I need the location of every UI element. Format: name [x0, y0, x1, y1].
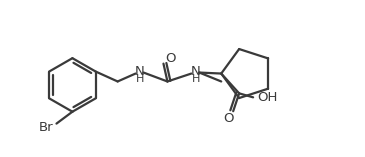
Text: H: H	[192, 73, 200, 84]
Text: N: N	[135, 65, 145, 78]
Text: Br: Br	[39, 121, 54, 134]
Text: O: O	[165, 52, 176, 65]
Text: O: O	[223, 112, 234, 125]
Text: OH: OH	[257, 91, 277, 104]
Text: N: N	[191, 65, 200, 78]
Text: H: H	[137, 73, 145, 84]
